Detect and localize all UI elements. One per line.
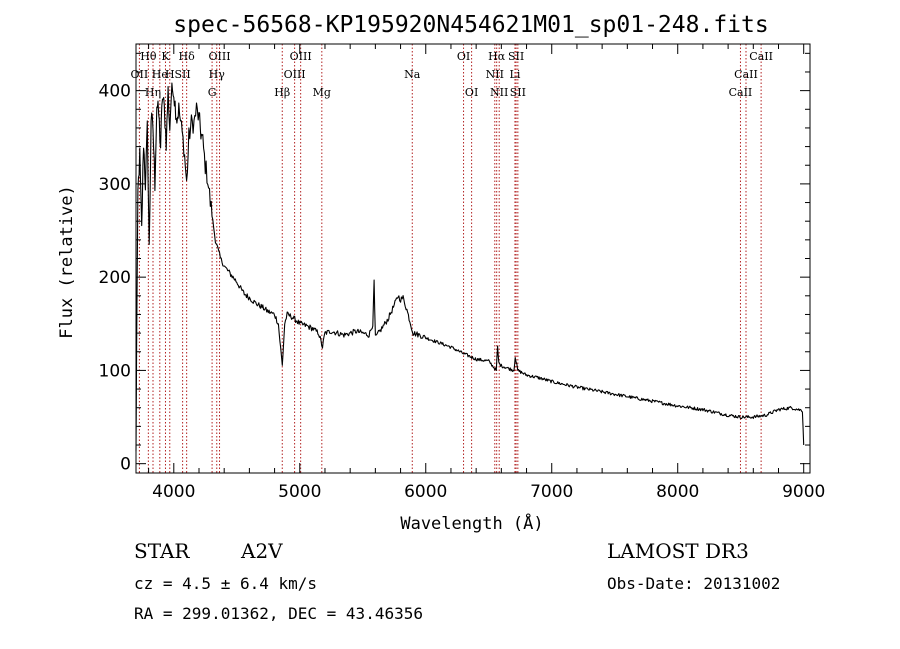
line-id-label: Hγ xyxy=(209,68,226,81)
plot-frame xyxy=(135,43,811,474)
line-id-label: CaII xyxy=(734,68,758,81)
y-tick-label: 200 xyxy=(99,268,131,288)
line-id-label: Li xyxy=(510,68,521,81)
object-subclass: A2V xyxy=(240,539,283,563)
line-id-label: NII xyxy=(490,86,508,99)
line-id-label: G xyxy=(208,86,217,99)
line-id-label: OI xyxy=(465,86,478,99)
flux-series-line xyxy=(135,82,805,452)
line-id-label: OIII xyxy=(208,50,230,63)
line-id-label: OIII xyxy=(290,50,312,63)
line-id-label: OII xyxy=(131,68,149,81)
line-id-label: Hβ xyxy=(274,86,290,99)
line-id-label: OIII xyxy=(284,68,306,81)
line-id-label: NII xyxy=(486,68,504,81)
line-id-label: Hδ xyxy=(179,50,196,63)
line-id-label: Hθ xyxy=(140,50,157,63)
coordinates: RA = 299.01362, DEC = 43.46356 xyxy=(134,604,423,623)
line-id-label: SII xyxy=(510,86,526,99)
y-tick-label: 400 xyxy=(99,82,131,102)
line-id-label: SII xyxy=(174,68,190,81)
line-id-label: H xyxy=(165,68,175,81)
x-tick-label: 7000 xyxy=(530,482,573,502)
y-tick-label: 300 xyxy=(99,175,131,195)
line-id-label: Hα xyxy=(488,50,506,63)
line-id-label: Mg xyxy=(313,86,331,99)
x-tick-label: 6000 xyxy=(404,482,447,502)
line-id-label: K xyxy=(161,50,170,63)
x-tick-label: 4000 xyxy=(152,482,195,502)
object-class: STAR xyxy=(134,539,190,563)
line-id-label: CaII xyxy=(749,50,773,63)
redshift-cz: cz = 4.5 ± 6.4 km/s xyxy=(134,574,317,593)
survey-name: LAMOST DR3 xyxy=(607,539,749,563)
line-id-label: He xyxy=(152,68,168,81)
chart-title: spec-56568-KP195920N454621M01_sp01-248.f… xyxy=(173,12,768,38)
y-tick-label: 0 xyxy=(120,455,131,475)
line-id-label: Na xyxy=(404,68,421,81)
obs-date: Obs-Date: 20131002 xyxy=(607,574,780,593)
x-tick-label: 8000 xyxy=(656,482,699,502)
y-axis-label: Flux (relative) xyxy=(57,185,77,339)
y-tick-label: 100 xyxy=(99,361,131,381)
line-id-label: SII xyxy=(508,50,524,63)
x-axis-label: Wavelength (Å) xyxy=(400,512,543,534)
series-layer xyxy=(135,82,805,452)
x-tick-label: 5000 xyxy=(278,482,321,502)
line-id-markers xyxy=(138,44,762,473)
x-tick-label: 9000 xyxy=(782,482,825,502)
line-id-label: CaII xyxy=(729,86,753,99)
axis-ticks: 4000 5000 6000 7000 8000 9000 0 100 200 300 400 xyxy=(99,44,825,502)
line-id-label: OI xyxy=(457,50,470,63)
line-id-label: Hη xyxy=(145,86,161,99)
